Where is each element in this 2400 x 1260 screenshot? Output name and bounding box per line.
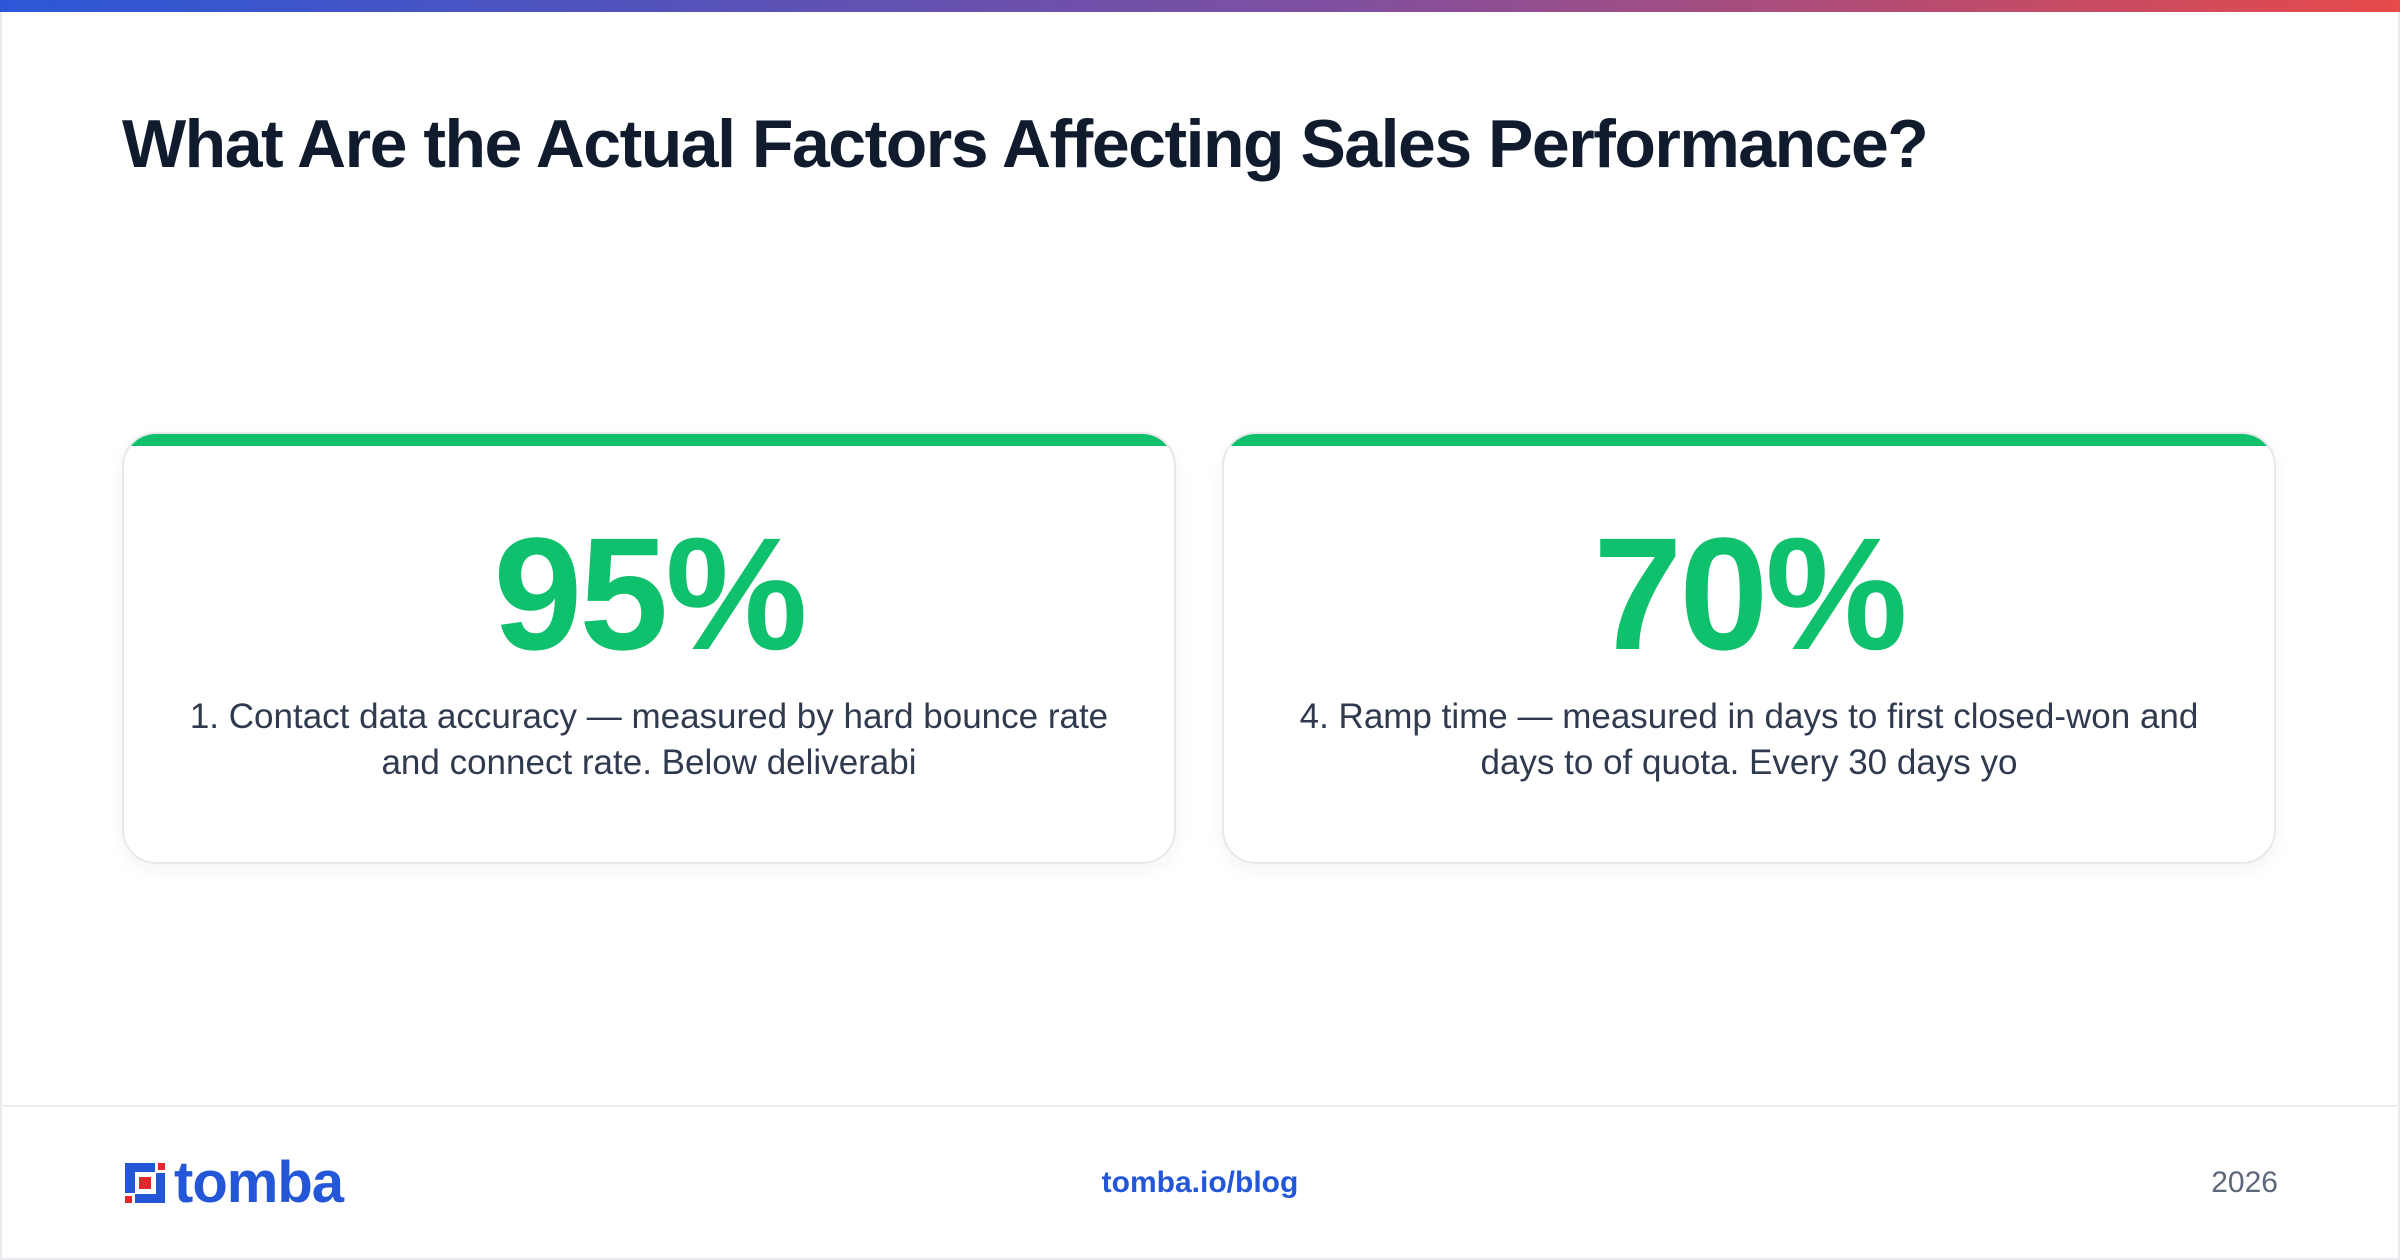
blog-link[interactable]: tomba.io/blog [1101,1166,1299,1199]
stat-card-ramp-time: 70% 4. Ramp time — measured in days to f… [1222,432,2276,864]
footer-divider [0,1105,2400,1107]
page-title: What Are the Actual Factors Affecting Sa… [122,106,1929,182]
stat-description: 4. Ramp time — measured in days to first… [1299,697,2199,782]
stat-description: 1. Contact data accuracy — measured by h… [189,697,1109,782]
stat-value: 70% [1593,504,1907,683]
stat-card-contact-data-accuracy: 95% 1. Contact data accuracy — measured … [122,432,1176,864]
stat-value: 95% [493,504,807,683]
logo-wordmark: tomba [174,1150,344,1215]
card-accent-bar [124,434,1174,446]
footer-year: 2026 [2211,1166,2278,1199]
tomba-logo: tomba [122,1150,344,1215]
top-gradient-bar [0,0,2400,12]
tomba-logo-icon [125,1163,165,1203]
card-accent-bar [1224,434,2274,446]
